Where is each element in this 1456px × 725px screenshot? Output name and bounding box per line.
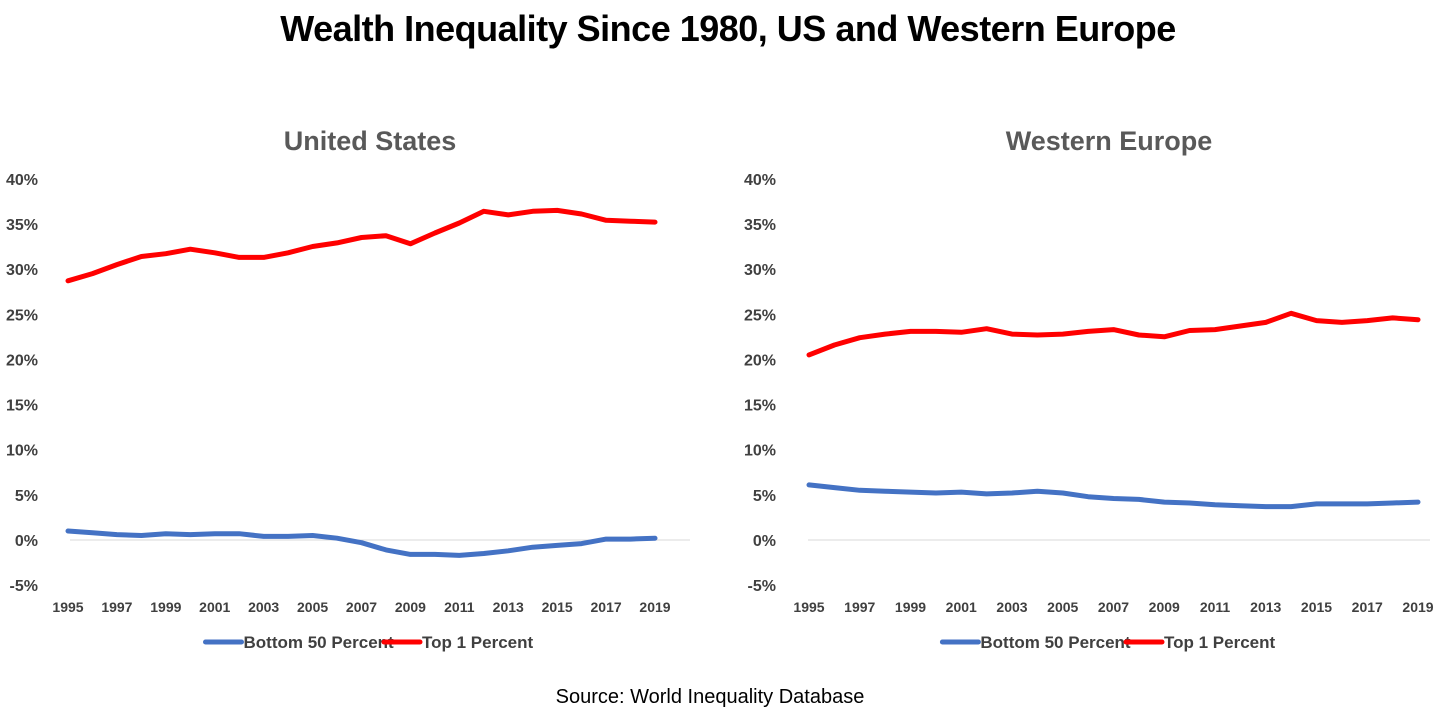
x-tick-label: 1995	[793, 599, 824, 615]
main-title: Wealth Inequality Since 1980, US and Wes…	[280, 8, 1176, 49]
chart-title: Western Europe	[1006, 126, 1213, 156]
x-tick-label: 2015	[542, 599, 573, 615]
legend-item: Top 1 Percent	[1123, 633, 1275, 652]
chart-united-states: United States -5% 0% 5% 10% 15% 20% 25% 30% 35% 40…	[6, 126, 690, 652]
x-tick-label: 1997	[844, 599, 875, 615]
x-tick-label: 2009	[395, 599, 426, 615]
legend-label: Top 1 Percent	[1164, 633, 1275, 652]
y-tick-label: 30%	[744, 262, 776, 279]
x-tick-label: 2003	[248, 599, 279, 615]
x-tick-label: 2011	[444, 599, 475, 615]
y-tick-label: 40%	[6, 172, 38, 189]
y-tick-label: 15%	[6, 398, 38, 415]
x-tick-label: 2015	[1301, 599, 1332, 615]
x-tick-label: 2019	[1402, 599, 1433, 615]
y-tick-label: 35%	[6, 217, 38, 234]
x-tick-label: 2011	[1200, 599, 1231, 615]
x-tick-label: 1999	[895, 599, 926, 615]
chart-title: United States	[284, 126, 457, 156]
legend-item: Bottom 50 Percent	[203, 633, 395, 652]
y-tick-label: 15%	[744, 398, 776, 415]
x-tick-label: 1999	[150, 599, 181, 615]
legend-label: Top 1 Percent	[422, 633, 533, 652]
x-tick-label: 2007	[346, 599, 377, 615]
legend-item: Top 1 Percent	[381, 633, 533, 652]
x-tick-label: 2013	[1250, 599, 1281, 615]
y-tick-label: 0%	[15, 533, 38, 550]
legend-label: Bottom 50 Percent	[244, 633, 395, 652]
series-line-top-1-percent	[65, 207, 658, 284]
x-tick-label: 2017	[591, 599, 622, 615]
x-tick-label: 2003	[996, 599, 1027, 615]
source-note: Source: World Inequality Database	[555, 686, 865, 708]
y-tick-label: 20%	[744, 352, 776, 369]
legend-item: Bottom 50 Percent	[939, 633, 1131, 652]
legend-label: Bottom 50 Percent	[980, 633, 1131, 652]
y-tick-label: 5%	[15, 488, 38, 505]
series-line-bottom-50-percent	[806, 482, 1421, 510]
y-tick-label: 10%	[744, 443, 776, 460]
x-tick-label: 2005	[1047, 599, 1078, 615]
y-tick-label: 25%	[6, 307, 38, 324]
x-tick-label: 2013	[493, 599, 524, 615]
x-tick-label: 2007	[1098, 599, 1129, 615]
y-tick-label: 0%	[753, 533, 776, 550]
x-tick-label: 2017	[1352, 599, 1383, 615]
x-tick-label: 2001	[946, 599, 977, 615]
y-tick-label: 5%	[753, 488, 776, 505]
series-line-bottom-50-percent	[65, 528, 658, 558]
y-tick-label: -5%	[748, 578, 776, 595]
series-line-top-1-percent	[806, 310, 1421, 358]
y-tick-label: 10%	[6, 443, 38, 460]
y-tick-label: -5%	[10, 578, 38, 595]
y-tick-label: 25%	[744, 307, 776, 324]
x-tick-label: 1995	[52, 599, 83, 615]
x-tick-label: 2001	[199, 599, 230, 615]
x-tick-label: 2005	[297, 599, 328, 615]
x-tick-label: 2009	[1149, 599, 1180, 615]
x-tick-label: 2019	[639, 599, 670, 615]
y-tick-label: 40%	[744, 172, 776, 189]
chart-western-europe: Western Europe -5% 0% 5% 10% 15% 20% 25% 30% 35% 4…	[744, 126, 1434, 652]
y-tick-label: 20%	[6, 352, 38, 369]
y-tick-label: 35%	[744, 217, 776, 234]
x-tick-label: 1997	[101, 599, 132, 615]
y-tick-label: 30%	[6, 262, 38, 279]
